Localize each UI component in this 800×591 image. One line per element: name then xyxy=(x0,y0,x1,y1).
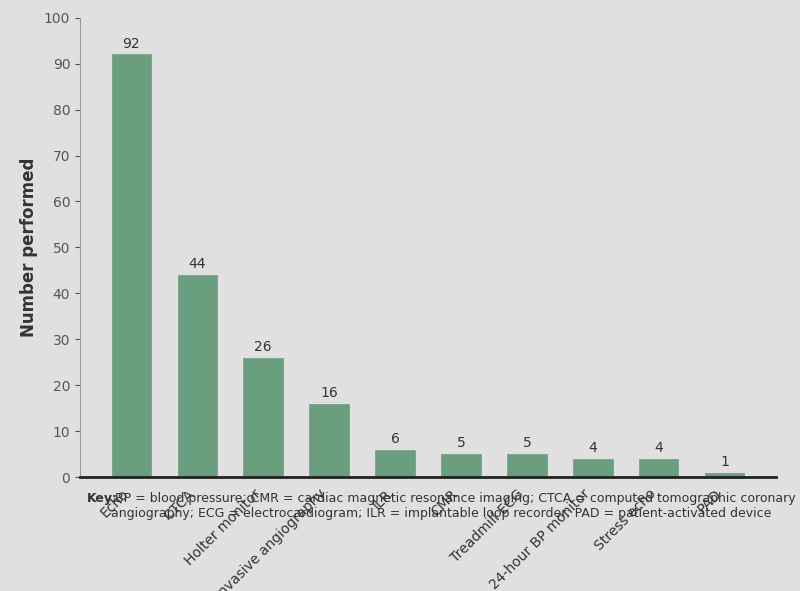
Text: 44: 44 xyxy=(189,257,206,271)
Text: Key:: Key: xyxy=(87,492,118,505)
Text: 16: 16 xyxy=(320,386,338,400)
Bar xyxy=(375,450,415,477)
Bar xyxy=(705,473,744,477)
Bar xyxy=(573,459,613,477)
Bar xyxy=(507,454,546,477)
Bar xyxy=(441,454,481,477)
Text: 92: 92 xyxy=(122,37,140,51)
Bar xyxy=(310,404,349,477)
Text: 5: 5 xyxy=(457,437,466,450)
Text: BP = blood pressure; CMR = cardiac magnetic resonance imaging; CTCA = computed t: BP = blood pressure; CMR = cardiac magne… xyxy=(111,492,796,521)
Y-axis label: Number performed: Number performed xyxy=(20,158,38,337)
Bar xyxy=(178,275,217,477)
Text: 6: 6 xyxy=(390,432,399,446)
Bar xyxy=(243,358,283,477)
Text: 4: 4 xyxy=(588,441,597,455)
Text: 4: 4 xyxy=(654,441,663,455)
Text: 5: 5 xyxy=(522,437,531,450)
Text: 1: 1 xyxy=(720,455,729,469)
Text: 26: 26 xyxy=(254,340,272,354)
Bar xyxy=(639,459,678,477)
Bar xyxy=(112,54,151,477)
